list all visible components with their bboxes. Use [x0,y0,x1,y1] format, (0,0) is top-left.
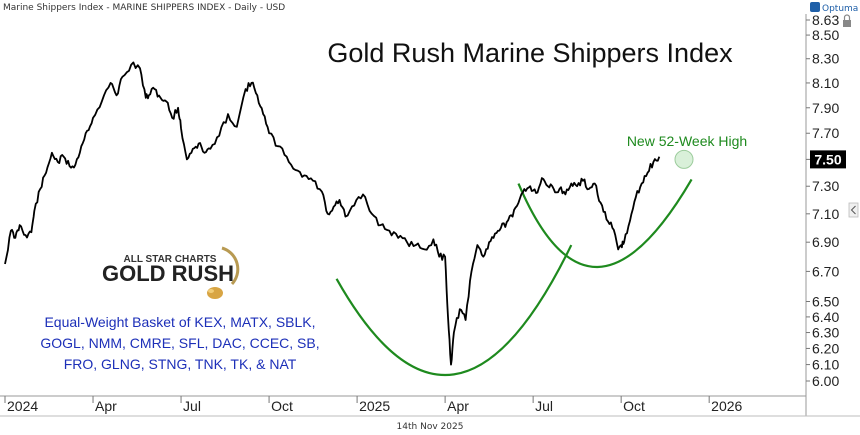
cup-arc [517,178,693,269]
y-tick-label: 6.00 [812,373,839,389]
basket-line-1: Equal-Weight Basket of KEX, MATX, SBLK, [44,314,315,330]
price-line [4,61,661,366]
logo-line2: GOLD RUSH [102,261,234,286]
x-tick-label: 2026 [711,398,742,414]
x-tick-label: Apr [447,398,469,414]
new-high-marker [674,149,694,169]
x-axis-ticks: 2024 Apr Jul Oct 2025 Apr Jul Oct 2026 [4,396,743,414]
chart-title: Gold Rush Marine Shippers Index [327,38,733,68]
x-tick-label: Oct [271,398,293,414]
y-tick-label: 8.63 [812,12,839,28]
y-tick-label: 6.40 [812,309,839,325]
optuma-logo: Optuma [810,2,858,14]
x-tick-label: Jul [183,398,201,414]
cup-arcs [335,178,693,377]
logo-swoosh [221,246,240,286]
y-tick-label: 6.20 [812,340,839,356]
basket-line-2: GOGL, NMM, CMRE, SFL, DAC, CCEC, SB, [40,335,319,351]
x-tick-label: Jul [535,398,553,414]
y-tick-label: 6.50 [812,294,839,310]
y-axis-ticks: 8.638.50 8.30 8.10 7.90 7.70 7.50 7.30 7.10 6.90… [806,12,839,389]
y-tick-label: 6.70 [812,263,839,279]
logo-line1: ALL STAR CHARTS [124,254,217,265]
y-tick-label: 6.30 [812,325,839,341]
source-label: Marine Shippers Index - MARINE SHIPPERS … [3,3,285,13]
y-tick-label: 7.30 [812,178,839,194]
last-price-background [810,150,846,169]
y-tick-label: 6.10 [812,357,839,373]
y-tick-label: 8.30 [812,51,839,67]
last-price-tag: 7.50 [810,150,846,169]
optuma-icon [810,2,820,12]
y-tick-label: 7.90 [812,100,839,116]
y-tick-label: 7.70 [812,125,839,141]
y-tick-label: 8.50 [812,27,839,43]
date-label: 14th Nov 2025 [397,422,464,432]
x-tick-label: Oct [623,398,645,414]
x-tick-label: 2024 [7,398,38,414]
annotation-label: New 52-Week High [627,133,747,149]
gold-nugget-icon [207,287,223,299]
x-tick-label: Apr [95,398,117,414]
price-series [4,61,661,366]
x-tick-label: 2025 [359,398,390,414]
y-tick-label: 6.90 [812,234,839,250]
optuma-brand: Optuma [822,4,858,14]
last-price-value: 7.50 [814,151,841,167]
y-tick-label: 7.10 [812,206,839,222]
y-tick-label: 8.10 [812,75,839,91]
basket-line-3: FRO, GLNG, STNG, TNK, TK, & NAT [64,356,297,372]
gold-rush-logo: ALL STAR CHARTS GOLD RUSH [102,246,240,299]
lock-icon [843,14,851,27]
cup-arc [335,244,573,377]
collapse-arrow-icon[interactable] [848,202,859,218]
